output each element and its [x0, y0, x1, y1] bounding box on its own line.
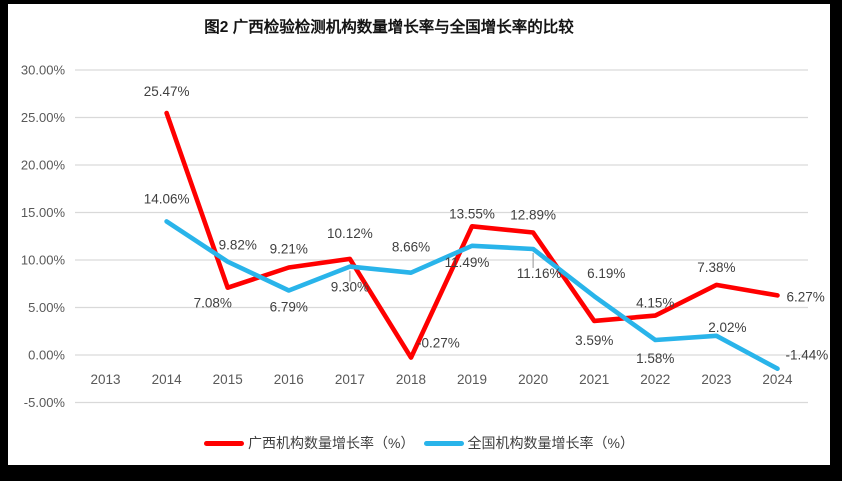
data-label: 7.38% [697, 260, 735, 275]
data-label: 9.21% [270, 242, 308, 257]
x-axis-tick-label: 2016 [274, 372, 304, 387]
chart-title: 图2 广西检验检测机构数量增长率与全国增长率的比较 [204, 19, 574, 36]
data-label: 8.66% [392, 240, 430, 255]
legend-swatch-guangxi [204, 440, 245, 446]
data-label: 13.55% [449, 206, 495, 221]
x-axis-tick-label: 2018 [396, 372, 426, 387]
data-label: 2.02% [708, 320, 746, 335]
data-label: -0.27% [417, 336, 460, 351]
x-axis-tick-label: 2014 [152, 372, 183, 387]
y-axis-tick-label: 20.00% [21, 158, 66, 173]
x-axis-tick-label: 2019 [457, 372, 487, 387]
chart-svg: 30.00% 25.00% 20.00% 15.00% 10.00% 5.00% 0.00%… [21, 63, 828, 411]
legend-swatch-national [423, 440, 464, 446]
data-label: 10.12% [327, 226, 373, 241]
x-axis-tick-label: 2020 [518, 372, 548, 387]
chart-legend: 广西机构数量增长率（%） 全国机构数量增长率（%） [8, 433, 830, 453]
y-axis-tick-label: 10.00% [21, 253, 66, 268]
x-axis-tick-label: 2017 [335, 372, 365, 387]
legend-label-national: 全国机构数量增长率（%） [467, 435, 634, 451]
data-label: 4.15% [636, 296, 674, 311]
x-axis-tick-label: 2023 [701, 372, 731, 387]
data-label: 1.58% [636, 351, 674, 366]
data-label: -1.44% [785, 348, 828, 363]
data-label: 6.79% [270, 299, 308, 314]
data-label: 6.19% [587, 266, 625, 281]
data-label: 3.59% [575, 333, 613, 348]
x-axis-tick-label: 2021 [579, 372, 609, 387]
y-axis-tick-label: -5.00% [24, 395, 66, 410]
data-label: 14.06% [144, 191, 190, 206]
data-label: 7.08% [194, 296, 232, 311]
series-line-national [164, 219, 780, 372]
data-label: 9.30% [331, 280, 369, 295]
legend-item-national: 全国机构数量增长率（%） [423, 433, 634, 453]
y-axis-tick-label: 25.00% [21, 110, 66, 125]
x-axis-tick-label: 2022 [640, 372, 670, 387]
data-label: 12.89% [510, 208, 556, 223]
data-label: 25.47% [144, 84, 190, 99]
y-axis-tick-label: 15.00% [21, 205, 66, 220]
x-axis-tick-label: 2013 [91, 372, 121, 387]
data-label: 11.49% [445, 255, 490, 270]
x-axis-tick-label: 2015 [213, 372, 243, 387]
y-axis-tick-label: 5.00% [28, 300, 65, 315]
legend-item-guangxi: 广西机构数量增长率（%） [204, 433, 415, 453]
x-axis-tick-label: 2024 [762, 372, 793, 387]
series-line-guangxi [164, 110, 780, 360]
y-axis-tick-label: 0.00% [28, 348, 65, 363]
legend-label-guangxi: 广西机构数量增长率（%） [248, 435, 415, 451]
data-label: 9.82% [219, 238, 257, 253]
data-label: 11.16% [517, 266, 562, 281]
y-axis-tick-label: 30.00% [21, 63, 66, 78]
data-label: 6.27% [786, 289, 824, 304]
